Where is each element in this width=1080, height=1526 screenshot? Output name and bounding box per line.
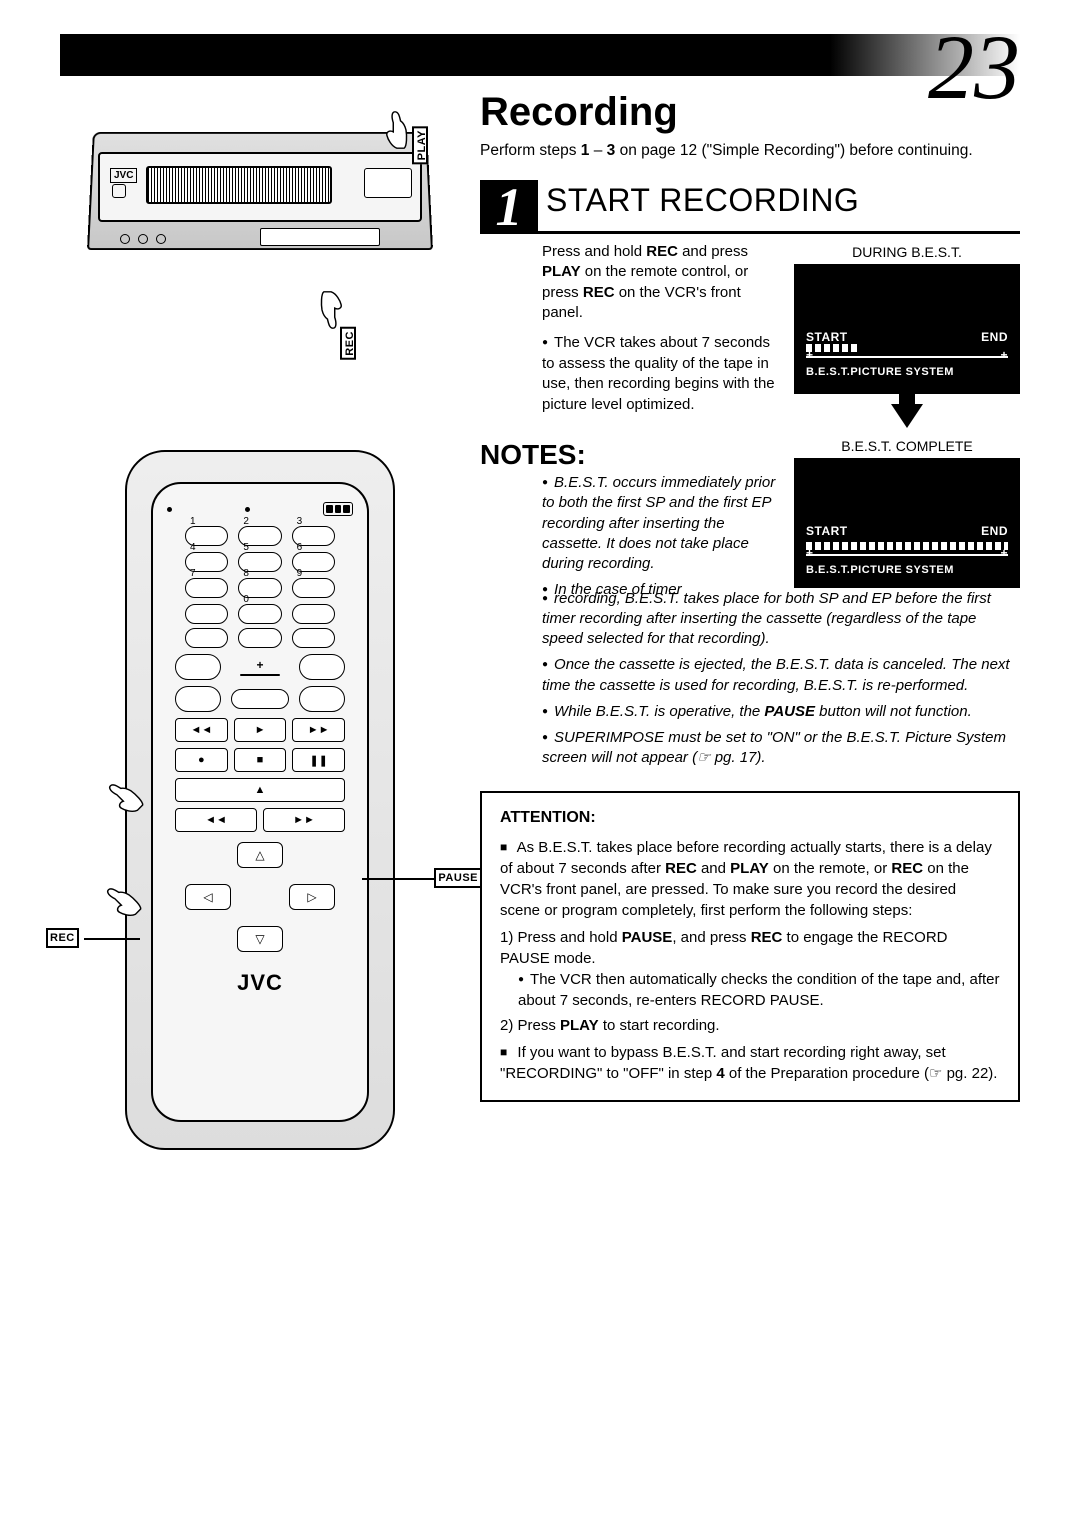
remote-play-button xyxy=(175,654,221,680)
attention-heading: ATTENTION: xyxy=(500,807,1000,829)
page-content: JVC PLAY REC xyxy=(60,90,1020,1496)
remote-key-3: 3 xyxy=(297,516,303,527)
remote-pause-label: PAUSE xyxy=(434,868,482,888)
vcr-brand: JVC xyxy=(110,168,137,183)
note-1: B.E.S.T. occurs immediately prior to bot… xyxy=(542,473,780,574)
attention-step-2: 2) Press PLAY to start recording. xyxy=(500,1015,1000,1036)
note-5: SUPERIMPOSE must be set to "ON" or the B… xyxy=(542,728,1020,769)
attention-p2: If you want to bypass B.E.S.T. and start… xyxy=(500,1042,1000,1084)
notes-heading: NOTES: xyxy=(480,439,780,471)
text-column: Recording Perform steps 1 – 3 on page 12… xyxy=(480,90,1020,1496)
attention-box: ATTENTION: As B.E.S.T. takes place befor… xyxy=(480,791,1020,1102)
screen-during-label: DURING B.E.S.T. xyxy=(794,244,1020,260)
hand-pointer-play-icon xyxy=(382,110,410,150)
screen-complete: STARTEND B.E.S.T.PICTURE SYSTEM xyxy=(794,458,1020,588)
step-1-bullet: The VCR takes about 7 seconds to assess … xyxy=(542,333,780,415)
attention-p1: As B.E.S.T. takes place before recording… xyxy=(500,837,1000,921)
remote-key-8: 8 xyxy=(243,568,249,579)
remote-key-0: 0 xyxy=(243,594,249,605)
remote-rec-button: ● xyxy=(175,748,228,772)
remote-key-1: 1 xyxy=(190,516,196,527)
header-band xyxy=(60,34,1020,76)
remote-key-7: 7 xyxy=(190,568,196,579)
down-arrow-icon xyxy=(891,404,923,428)
step-1-title: Start Recording xyxy=(538,180,1020,234)
note-2: recording, B.E.S.T. takes place for both… xyxy=(542,589,1020,650)
illustration-column: JVC PLAY REC xyxy=(60,90,460,1496)
header-black xyxy=(60,34,830,76)
section-heading: Recording xyxy=(480,90,1020,135)
note-3: Once the cassette is ejected, the B.E.S.… xyxy=(542,655,1020,696)
attention-step-1-sub: The VCR then automatically checks the co… xyxy=(518,969,1000,1011)
vcr-illustration: JVC PLAY REC xyxy=(60,130,460,390)
remote-key-4: 4 xyxy=(190,542,196,553)
note-4: While B.E.S.T. is operative, the PAUSE b… xyxy=(542,702,1020,722)
vcr-play-label: PLAY xyxy=(412,126,428,164)
intro-text: Perform steps 1 – 3 on page 12 ("Simple … xyxy=(480,141,1020,162)
remote-rec-label: REC xyxy=(46,928,79,948)
attention-step-1: 1) Press and hold PAUSE, and press REC t… xyxy=(500,927,1000,1011)
screen-diagrams: DURING B.E.S.T. STARTEND B.E.S.T.PICTURE… xyxy=(794,242,1020,607)
screen-complete-label: B.E.S.T. COMPLETE xyxy=(794,438,1020,454)
notes-list-rest: recording, B.E.S.T. takes place for both… xyxy=(480,589,1020,769)
step-1-header: 1 Start Recording xyxy=(480,180,1020,234)
vcr-rec-label: REC xyxy=(340,327,356,360)
remote-key-5: 5 xyxy=(243,542,249,553)
notes-list-short: B.E.S.T. occurs immediately prior to bot… xyxy=(480,473,780,601)
hand-pointer-rec-icon xyxy=(318,290,346,330)
remote-pause-button: ❚❚ xyxy=(292,748,345,772)
screen-during: STARTEND B.E.S.T.PICTURE SYSTEM xyxy=(794,264,1020,394)
step-1-number: 1 xyxy=(480,180,538,234)
step-1-text: Press and hold REC and press PLAY on the… xyxy=(480,242,780,423)
remote-brand: JVC xyxy=(167,970,353,996)
remote-illustration: 1 2 3 4 5 6 7 8 9 0 xyxy=(60,450,460,1210)
remote-key-9: 9 xyxy=(297,568,303,579)
remote-key-6: 6 xyxy=(297,542,303,553)
remote-key-2: 2 xyxy=(243,516,249,527)
